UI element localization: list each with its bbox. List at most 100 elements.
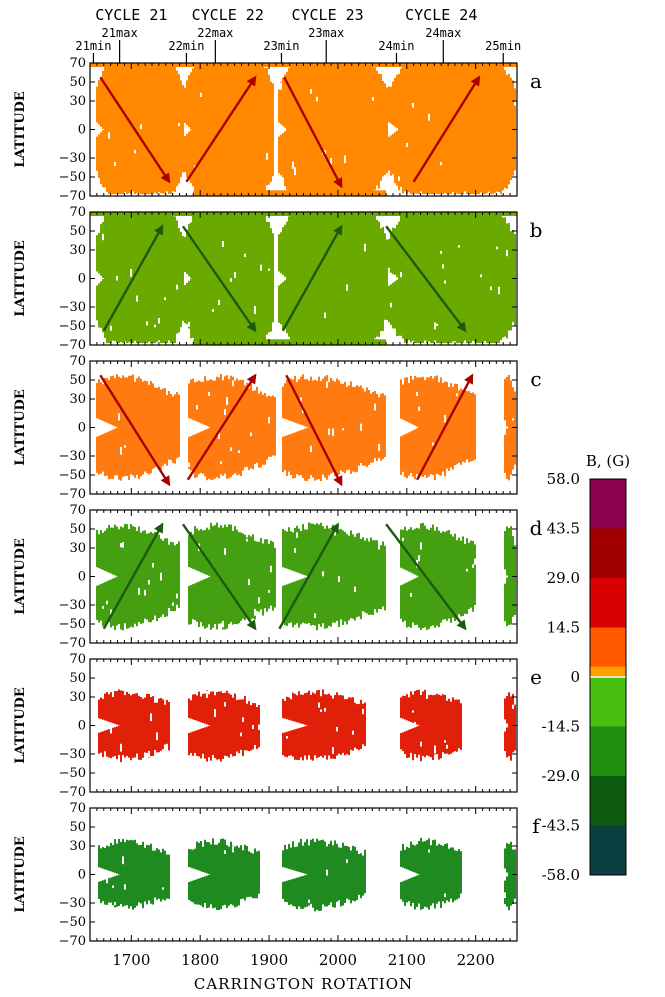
data-column <box>302 524 304 575</box>
data-column <box>156 702 158 726</box>
data-column <box>470 427 472 462</box>
data-column <box>496 64 498 130</box>
data-column <box>140 278 142 344</box>
data-column <box>102 279 104 333</box>
data-column <box>360 129 362 195</box>
data-column <box>278 89 280 123</box>
panel-letter: e <box>530 665 542 689</box>
data-column <box>326 213 328 279</box>
data-column <box>460 576 462 617</box>
data-column <box>338 64 340 130</box>
data-gap <box>130 269 132 277</box>
data-column <box>204 727 206 759</box>
data-column <box>262 213 264 279</box>
data-column <box>206 578 208 628</box>
data-column <box>404 129 406 192</box>
data-column <box>466 213 468 279</box>
data-column <box>352 213 354 279</box>
data-column <box>378 397 380 428</box>
data-column <box>188 436 190 470</box>
data-column <box>96 529 98 568</box>
data-column <box>308 522 310 577</box>
data-column <box>458 64 460 130</box>
data-column <box>380 576 382 610</box>
data-gap <box>110 325 112 331</box>
data-column <box>352 386 354 428</box>
data-column <box>418 377 420 428</box>
y-tick-label: 50 <box>69 373 86 388</box>
data-column <box>116 843 118 874</box>
data-gap <box>444 893 446 898</box>
data-column <box>316 725 318 760</box>
data-column <box>514 88 516 130</box>
data-column <box>306 427 308 482</box>
data-column <box>222 693 224 726</box>
data-column <box>508 427 510 481</box>
data-column <box>130 839 132 875</box>
data-column <box>414 727 416 754</box>
data-column <box>336 530 338 577</box>
data-column <box>304 64 306 130</box>
data-column <box>214 576 216 625</box>
data-column <box>210 725 212 761</box>
data-column <box>196 841 198 870</box>
data-column <box>148 576 150 623</box>
data-column <box>182 85 184 130</box>
data-column <box>224 64 226 130</box>
data-column <box>510 841 512 875</box>
cycle-label: CYCLE 21 <box>95 6 167 24</box>
data-column <box>456 213 458 279</box>
data-column <box>126 278 128 344</box>
data-column <box>102 847 104 869</box>
data-column <box>274 547 276 577</box>
data-column <box>432 725 434 761</box>
data-column <box>156 387 158 428</box>
data-column <box>178 576 180 608</box>
data-column <box>102 698 104 720</box>
data-column <box>168 854 170 875</box>
data-column <box>194 526 196 570</box>
data-column <box>108 278 110 344</box>
data-column <box>336 692 338 726</box>
data-column <box>364 278 366 344</box>
data-column <box>284 224 286 277</box>
data-column <box>222 527 224 577</box>
colorbar-segment <box>590 825 626 875</box>
data-column <box>164 64 166 130</box>
data-gap <box>148 580 150 585</box>
data-gap <box>458 757 460 763</box>
data-column <box>104 278 106 339</box>
data-column <box>380 427 382 461</box>
data-column <box>346 427 348 471</box>
data-column <box>166 699 168 726</box>
data-column <box>456 874 458 900</box>
data-column <box>332 576 334 623</box>
data-column <box>474 427 476 460</box>
data-column <box>200 278 202 341</box>
data-column <box>326 694 328 726</box>
data-column <box>456 278 458 344</box>
data-gap <box>114 902 116 906</box>
data-column <box>304 129 306 195</box>
data-gap <box>244 253 246 257</box>
data-column <box>490 213 492 279</box>
data-column <box>258 704 260 726</box>
data-column <box>146 874 148 905</box>
data-column <box>224 129 226 195</box>
data-column <box>290 433 292 476</box>
data-column <box>156 848 158 875</box>
data-column <box>308 64 310 130</box>
data-column <box>226 64 228 130</box>
data-column <box>162 427 164 466</box>
data-column <box>258 64 260 130</box>
data-column <box>254 129 256 195</box>
data-column <box>266 67 268 130</box>
data-column <box>172 213 174 279</box>
data-column <box>434 839 436 875</box>
data-column <box>244 576 246 621</box>
data-column <box>470 392 472 428</box>
data-column <box>222 576 224 630</box>
data-column <box>446 843 448 875</box>
data-column <box>410 213 412 279</box>
data-column <box>316 380 318 428</box>
